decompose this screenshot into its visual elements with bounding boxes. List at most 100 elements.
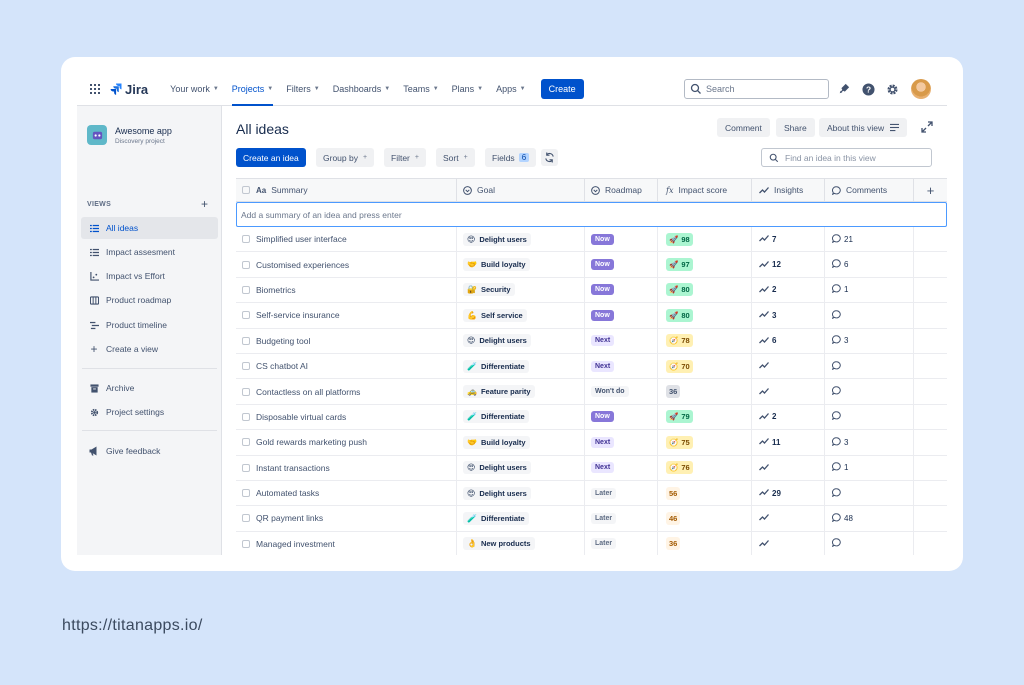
summary-cell[interactable]: Simplified user interface — [236, 227, 457, 252]
comments-count[interactable]: 1 — [831, 462, 848, 473]
insights-count[interactable]: 2 — [759, 412, 776, 422]
sidebar-item-give-feedback[interactable]: Give feedback — [81, 440, 218, 462]
insights-cell[interactable] — [752, 531, 825, 555]
table-row[interactable]: Self-service insurance 💪 Self service Now 🚀 8… — [236, 303, 947, 329]
sidebar-item-product-timeline[interactable]: Product timeline — [81, 314, 218, 336]
goal-tag[interactable]: 🧪 Differentiate — [463, 511, 529, 525]
goal-cell[interactable]: 😍 Delight users — [457, 328, 585, 353]
roadmap-cell[interactable]: Next — [585, 328, 658, 353]
insights-count[interactable]: 2 — [759, 285, 776, 295]
find-idea-input[interactable]: Find an idea in this view — [761, 148, 932, 167]
table-row[interactable]: Gold rewards marketing push 🤝 Build loyalt… — [236, 430, 947, 456]
goal-tag[interactable]: 🤝 Build loyalty — [463, 435, 530, 449]
table-row[interactable]: Automated tasks 😍 Delight users Later 56 29 — [236, 480, 947, 507]
comments-cell[interactable]: 6 — [825, 252, 914, 277]
roadmap-tag[interactable]: Next — [591, 462, 615, 474]
notifications-rocket-icon[interactable] — [837, 82, 851, 96]
row-checkbox[interactable] — [242, 311, 250, 320]
share-button[interactable]: Share — [776, 118, 815, 137]
comments-count[interactable]: 48 — [831, 513, 853, 524]
goal-tag[interactable]: 🤝 Build loyalty — [463, 258, 530, 272]
table-row[interactable]: QR payment links 🧪 Differentiate Later 46 48 — [236, 506, 947, 532]
summary-cell[interactable]: Gold rewards marketing push — [236, 430, 457, 455]
help-icon[interactable]: ? — [861, 82, 875, 96]
row-checkbox[interactable] — [242, 362, 250, 371]
column-header-comments[interactable]: Comments — [825, 179, 914, 201]
comments-cell[interactable] — [825, 404, 914, 430]
summary-cell[interactable]: Instant transactions — [236, 455, 457, 480]
roadmap-tag[interactable]: Now — [591, 259, 614, 271]
fields-button[interactable]: Fields 6 — [485, 148, 537, 167]
roadmap-tag[interactable]: Next — [591, 436, 615, 448]
row-checkbox[interactable] — [242, 539, 250, 548]
comments-cell[interactable]: 3 — [825, 328, 914, 353]
goal-tag[interactable]: 😍 Delight users — [463, 461, 531, 475]
summary-cell[interactable]: Disposable virtual cards — [236, 404, 457, 430]
filter-button[interactable]: Filter + — [384, 148, 426, 167]
comments-cell[interactable]: 1 — [825, 455, 914, 480]
goal-cell[interactable]: 🚕 Feature parity — [457, 379, 585, 404]
column-header-roadmap[interactable]: Roadmap — [585, 179, 658, 201]
idea-summary[interactable]: Contactless on all platforms — [256, 386, 361, 397]
goal-cell[interactable]: 🤝 Build loyalty — [457, 430, 585, 455]
row-checkbox[interactable] — [242, 285, 250, 294]
goal-tag[interactable]: 💪 Self service — [463, 308, 527, 322]
roadmap-cell[interactable]: Next — [585, 353, 658, 379]
add-idea-input[interactable]: Add a summary of an idea and press enter — [236, 202, 947, 227]
nav-your-work[interactable]: Your work ▼ — [170, 84, 219, 94]
summary-cell[interactable]: Managed investment — [236, 531, 457, 555]
goal-cell[interactable]: 😍 Delight users — [457, 480, 585, 506]
insights-count[interactable]: 12 — [759, 260, 781, 270]
goal-tag[interactable]: 👌 New products — [463, 537, 535, 551]
row-checkbox[interactable] — [242, 514, 250, 523]
idea-summary[interactable]: Biometrics — [256, 284, 296, 295]
insights-cell[interactable]: 6 — [752, 328, 825, 353]
add-column-button[interactable]: + — [926, 182, 935, 198]
goal-cell[interactable]: 🧪 Differentiate — [457, 506, 585, 531]
goal-cell[interactable]: 😍 Delight users — [457, 227, 585, 252]
summary-cell[interactable]: CS chatbot AI — [236, 353, 457, 379]
comments-count[interactable]: 3 — [831, 335, 848, 346]
idea-summary[interactable]: QR payment links — [256, 513, 324, 524]
comments-cell[interactable] — [825, 480, 914, 506]
goal-tag[interactable]: 😍 Delight users — [463, 334, 531, 348]
goal-tag[interactable]: 😍 Delight users — [463, 486, 531, 500]
sidebar-item-impact-assesment[interactable]: Impact assesment — [81, 241, 218, 263]
summary-cell[interactable]: Contactless on all platforms — [236, 379, 457, 404]
roadmap-cell[interactable]: Won't do — [585, 379, 658, 404]
insights-count[interactable] — [759, 513, 772, 523]
roadmap-tag[interactable]: Now — [591, 233, 614, 245]
roadmap-tag[interactable]: Later — [591, 512, 617, 524]
comments-cell[interactable]: 1 — [825, 277, 914, 303]
comments-cell[interactable] — [825, 531, 914, 555]
roadmap-cell[interactable]: Now — [585, 277, 658, 303]
comments-cell[interactable]: 21 — [825, 227, 914, 252]
nav-plans[interactable]: Plans ▼ — [451, 84, 484, 94]
roadmap-cell[interactable]: Now — [585, 252, 658, 277]
select-all-checkbox[interactable] — [242, 186, 250, 194]
summary-cell[interactable]: Budgeting tool — [236, 328, 457, 353]
search-input[interactable]: Search — [684, 79, 829, 99]
insights-count[interactable]: 6 — [759, 336, 776, 346]
insights-cell[interactable] — [752, 455, 825, 480]
jira-logo[interactable]: Jira — [110, 82, 148, 97]
insights-count[interactable] — [759, 387, 772, 397]
table-row[interactable]: Disposable virtual cards 🧪 Differentiate No… — [236, 404, 947, 431]
roadmap-tag[interactable]: Won't do — [591, 386, 629, 398]
sidebar-item-archive[interactable]: Archive — [81, 377, 218, 399]
summary-cell[interactable]: QR payment links — [236, 506, 457, 531]
table-row[interactable]: Contactless on all platforms 🚕 Feature par… — [236, 379, 947, 405]
insights-cell[interactable]: 3 — [752, 303, 825, 328]
insights-cell[interactable]: 12 — [752, 252, 825, 277]
idea-summary[interactable]: Simplified user interface — [256, 234, 347, 245]
insights-cell[interactable] — [752, 379, 825, 404]
summary-cell[interactable]: Self-service insurance — [236, 303, 457, 328]
nav-dashboards[interactable]: Dashboards ▼ — [332, 84, 391, 94]
insights-cell[interactable]: 7 — [752, 227, 825, 252]
roadmap-tag[interactable]: Now — [591, 284, 614, 296]
table-row[interactable]: Biometrics 🔐 Security Now 🚀 80 2 1 — [236, 277, 947, 304]
roadmap-tag[interactable]: Later — [591, 487, 617, 499]
row-checkbox[interactable] — [242, 336, 250, 345]
roadmap-cell[interactable]: Next — [585, 430, 658, 455]
comments-cell[interactable] — [825, 379, 914, 404]
